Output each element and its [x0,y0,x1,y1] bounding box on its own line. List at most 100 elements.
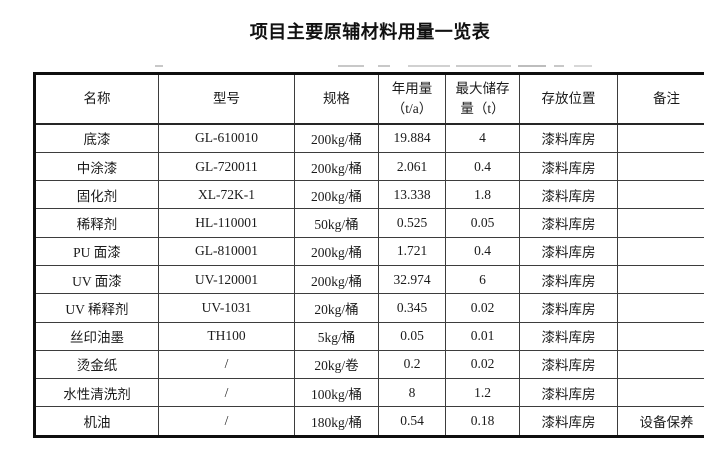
cell-name: UV 面漆 [34,264,159,295]
cell-annual: 19.884 [378,123,446,153]
cell-annual: 1.721 [378,236,446,267]
cell-annual: 0.05 [378,321,446,351]
cell-annual: 0.2 [378,349,446,380]
cell-location: 漆料库房 [519,321,618,351]
cell-remarks [617,378,704,408]
table-row: UV 稀释剂 UV-1031 20kg/桶 0.345 0.02 漆料库房 [34,293,704,323]
cell-max-storage: 0.18 [445,406,520,437]
cell-remarks [617,321,704,351]
cell-max-storage: 1.8 [445,180,520,210]
page-title: 项目主要原辅材料用量一览表 [249,22,491,42]
cell-model: UV-1031 [158,293,295,323]
cell-annual: 2.061 [378,151,446,182]
cell-max-storage: 0.02 [445,349,520,380]
cell-spec: 200kg/桶 [294,151,379,182]
table-header: 名称 型号 规格 年用量 （t/a） 最大储存 量（t） 存放位置 备注 [34,73,704,125]
cell-name: UV 稀释剂 [34,293,159,323]
cell-spec: 200kg/桶 [294,123,379,153]
cell-model: / [158,406,295,437]
table-row: 机油/180kg/桶 0.54 0.18 漆料库房 设备保养 [34,406,704,437]
cell-max-storage: 6 [445,264,520,295]
cell-location: 漆料库房 [519,123,618,153]
cell-remarks [617,123,704,153]
cell-spec: 50kg/桶 [294,208,379,238]
cropped-text-artifact [150,63,595,69]
cell-annual: 0.525 [378,208,446,238]
table-row: 固化剂 XL-72K-1 200kg/桶 13.338 1.8 漆料库房 [34,180,704,210]
table-row: 水性清洗剂/100kg/桶 8 1.2 漆料库房 [34,378,704,408]
column-header-location: 存放位置 [519,73,618,125]
table-row: 烫金纸/20kg/卷 0.2 0.02 漆料库房 [34,349,704,380]
cell-spec: 200kg/桶 [294,236,379,267]
column-header-annual: 年用量 （t/a） [378,73,446,125]
column-header-max-storage: 最大储存 量（t） [445,73,520,125]
cell-location: 漆料库房 [519,236,618,267]
cell-location: 漆料库房 [519,406,618,437]
cell-max-storage: 0.05 [445,208,520,238]
cell-name: PU 面漆 [34,236,159,267]
cell-name: 固化剂 [34,180,159,210]
cell-model: GL-610010 [158,123,295,153]
cell-model: GL-720011 [158,151,295,182]
cell-location: 漆料库房 [519,180,618,210]
cell-model: GL-810001 [158,236,295,267]
cell-spec: 100kg/桶 [294,378,379,408]
cell-spec: 20kg/卷 [294,349,379,380]
cell-model: XL-72K-1 [158,180,295,210]
cell-max-storage: 0.02 [445,293,520,323]
cell-spec: 200kg/桶 [294,264,379,295]
cell-remarks [617,151,704,182]
cell-remarks [617,293,704,323]
cell-remarks [617,349,704,380]
column-header-spec: 规格 [294,73,379,125]
cell-name: 中涂漆 [34,151,159,182]
cell-max-storage: 0.01 [445,321,520,351]
cell-annual: 8 [378,378,446,408]
table-body: 底漆 GL-610010 200kg/桶 19.884 4 漆料库房 中涂漆 GL-72001… [34,123,704,437]
table-row: 中涂漆 GL-720011 200kg/桶 2.061 0.4 漆料库房 [34,151,704,182]
cell-spec: 200kg/桶 [294,180,379,210]
table-row: 丝印油墨 TH100 5kg/桶 0.05 0.01 漆料库房 [34,321,704,351]
cell-location: 漆料库房 [519,293,618,323]
cell-remarks [617,236,704,267]
header-row: 名称 型号 规格 年用量 （t/a） 最大储存 量（t） 存放位置 备注 [34,73,704,125]
cell-location: 漆料库房 [519,151,618,182]
cell-model: UV-120001 [158,264,295,295]
cell-name: 烫金纸 [34,349,159,380]
cell-max-storage: 4 [445,123,520,153]
cell-name: 机油 [34,406,159,437]
cell-max-storage: 0.4 [445,236,520,267]
column-header-name: 名称 [34,73,159,125]
cell-annual: 0.345 [378,293,446,323]
cell-model: TH100 [158,321,295,351]
cell-location: 漆料库房 [519,208,618,238]
cell-max-storage: 0.4 [445,151,520,182]
cell-location: 漆料库房 [519,264,618,295]
column-header-model: 型号 [158,73,295,125]
cell-max-storage: 1.2 [445,378,520,408]
cell-spec: 20kg/桶 [294,293,379,323]
cell-name: 丝印油墨 [34,321,159,351]
cell-location: 漆料库房 [519,349,618,380]
table-row: PU 面漆 GL-810001 200kg/桶 1.721 0.4 漆料库房 [34,236,704,267]
cell-remarks [617,180,704,210]
cell-name: 底漆 [34,123,159,153]
cell-remarks [617,264,704,295]
cell-model: HL-110001 [158,208,295,238]
cell-model: / [158,378,295,408]
cell-model: / [158,349,295,380]
cell-spec: 180kg/桶 [294,406,379,437]
table-row: UV 面漆 UV-120001 200kg/桶 32.974 6 漆料库房 [34,264,704,295]
cell-name: 水性清洗剂 [34,378,159,408]
cell-remarks [617,208,704,238]
cell-remarks: 设备保养 [617,406,704,437]
cell-annual: 13.338 [378,180,446,210]
cell-annual: 32.974 [378,264,446,295]
cell-annual: 0.54 [378,406,446,437]
table-row: 底漆 GL-610010 200kg/桶 19.884 4 漆料库房 [34,123,704,153]
column-header-remarks: 备注 [617,73,704,125]
table-row: 稀释剂 HL-110001 50kg/桶 0.525 0.05 漆料库房 [34,208,704,238]
materials-table: 名称 型号 规格 年用量 （t/a） 最大储存 量（t） 存放位置 备注 底漆 GL-610010… [33,72,704,438]
cell-spec: 5kg/桶 [294,321,379,351]
